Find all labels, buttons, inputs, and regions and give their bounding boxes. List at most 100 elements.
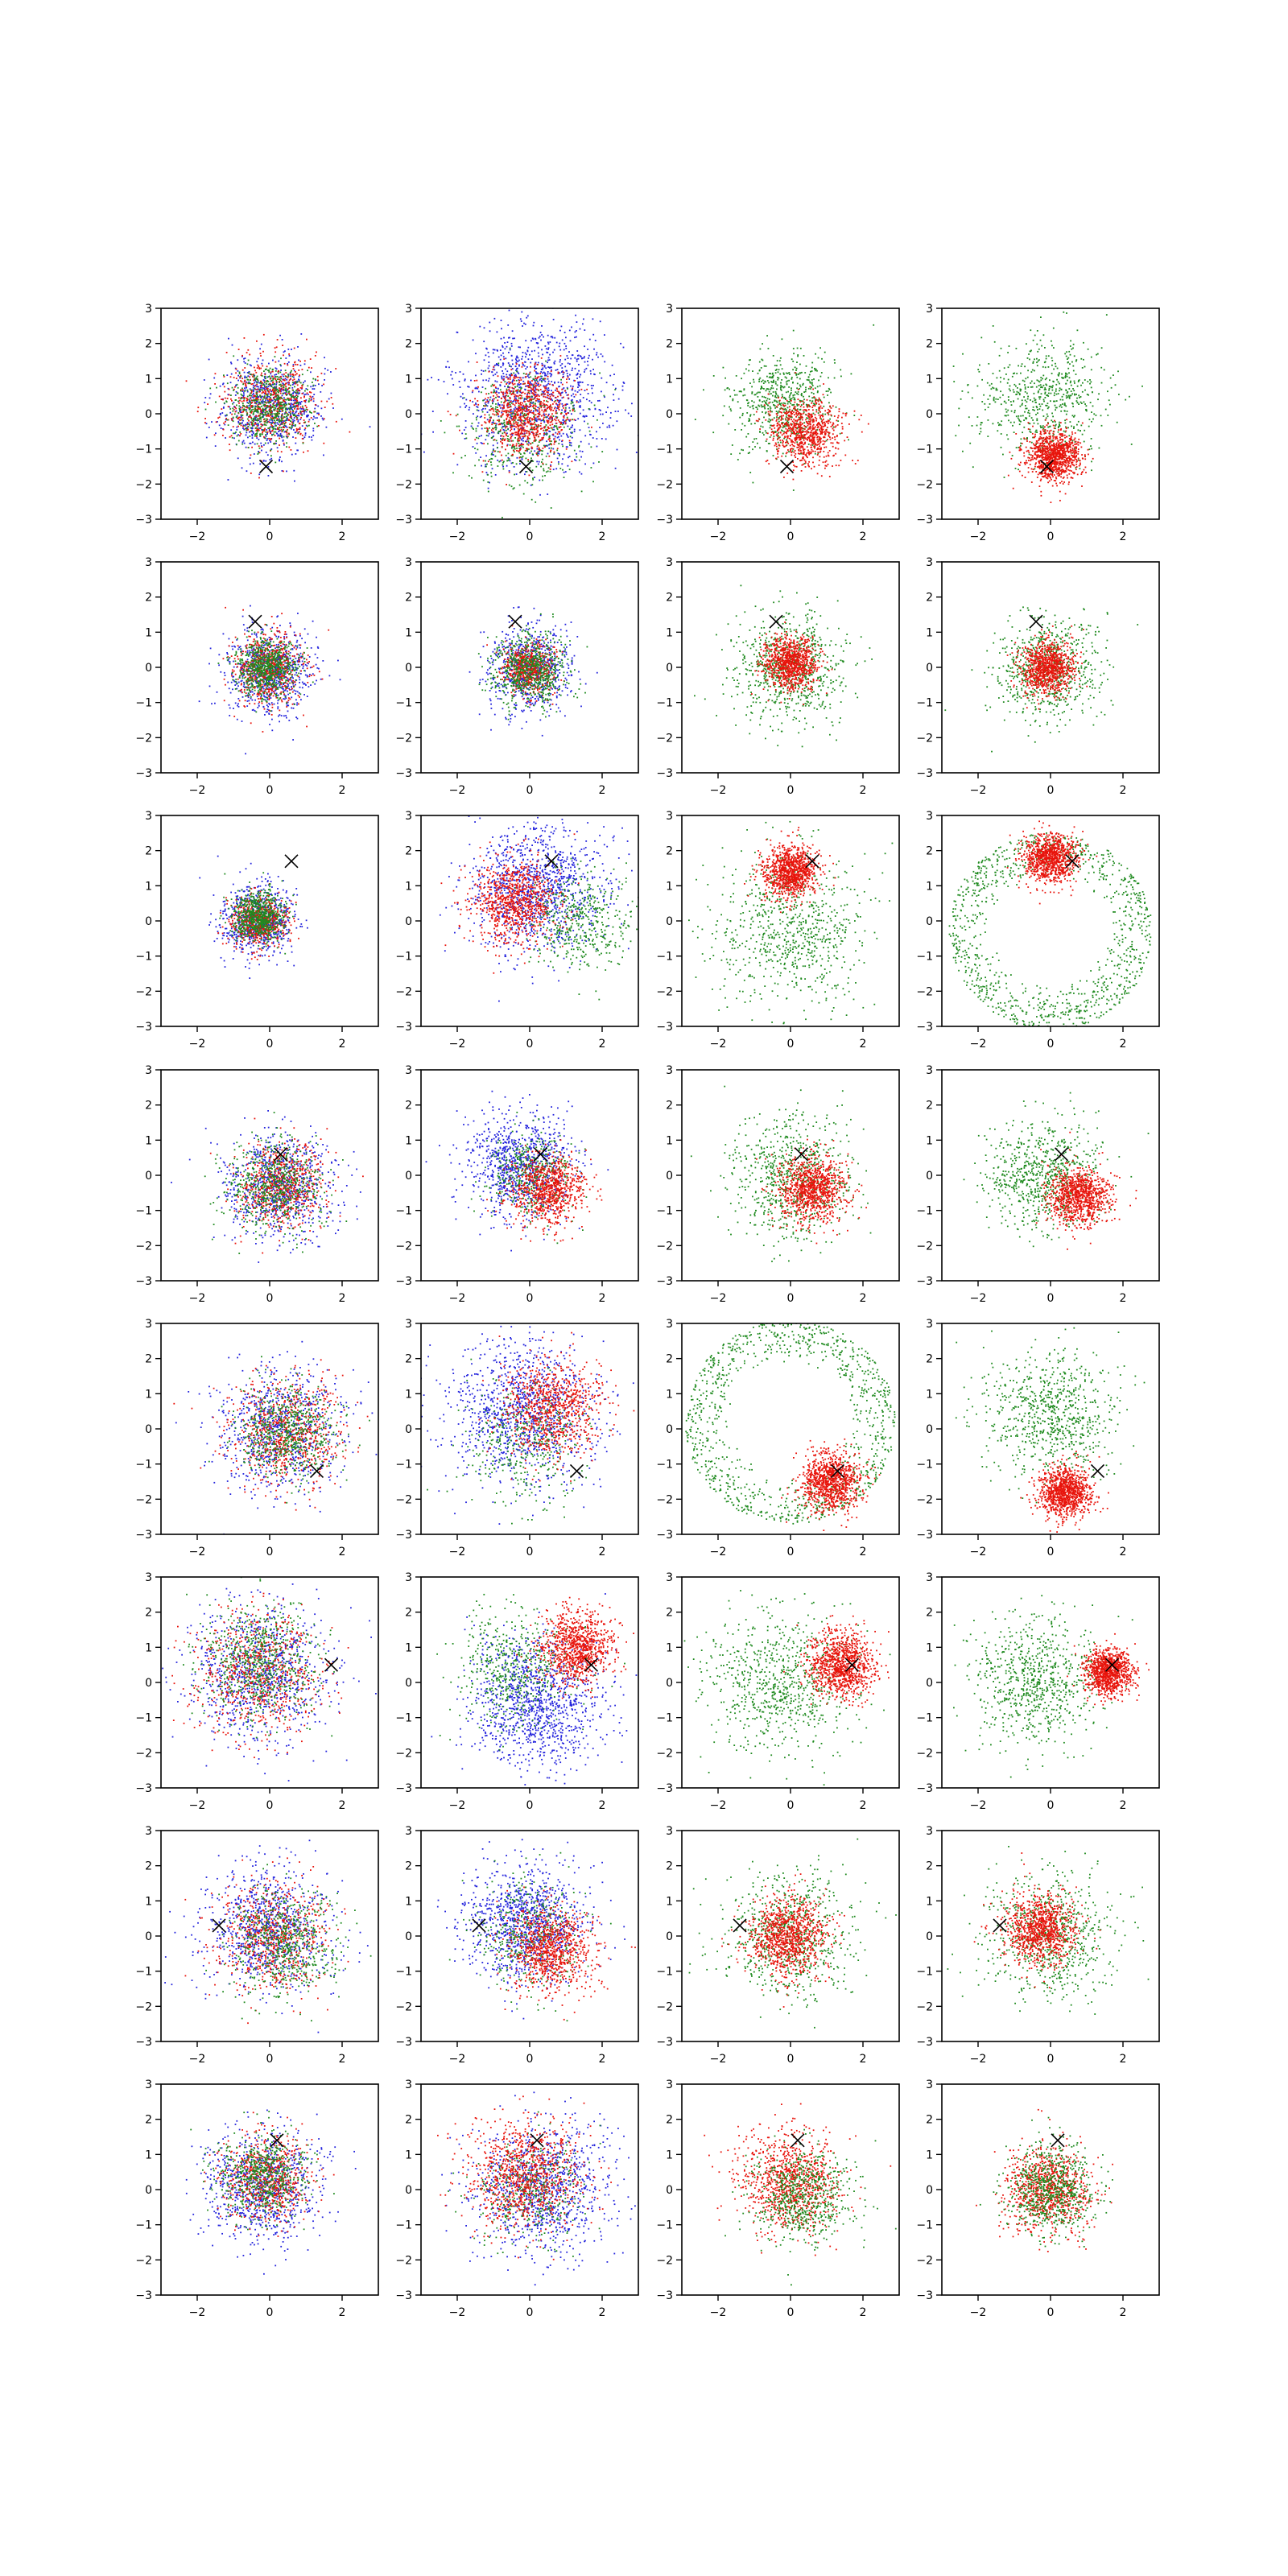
data-point: [506, 370, 508, 372]
data-point: [551, 427, 553, 429]
data-point: [242, 417, 244, 419]
data-point: [561, 326, 563, 328]
data-point: [543, 419, 544, 420]
data-point: [465, 433, 467, 435]
data-point: [510, 414, 511, 415]
data-point: [310, 386, 312, 387]
data-point: [729, 396, 731, 398]
data-point: [524, 434, 526, 436]
data-point: [547, 383, 549, 385]
data-point: [290, 385, 291, 386]
data-point: [770, 427, 771, 429]
data-point: [525, 356, 526, 357]
data-point: [485, 398, 486, 400]
data-point: [561, 410, 563, 411]
data-point: [487, 443, 489, 444]
data-point: [541, 349, 543, 351]
data-point: [254, 444, 256, 445]
data-point: [547, 341, 549, 343]
data-point: [808, 388, 810, 390]
data-point: [501, 376, 502, 378]
data-point: [597, 400, 599, 402]
data-point: [507, 440, 509, 442]
data-point: [242, 427, 244, 429]
data-point: [580, 374, 581, 376]
data-point: [514, 383, 516, 385]
data-point: [769, 421, 770, 423]
data-point: [516, 448, 518, 449]
data-point: [266, 418, 268, 419]
data-point: [223, 429, 225, 431]
data-point: [547, 408, 548, 410]
data-point: [464, 438, 466, 440]
data-point: [607, 407, 609, 408]
data-point: [546, 375, 547, 377]
data-point: [275, 356, 276, 357]
data-point: [543, 417, 545, 419]
data-point: [576, 402, 578, 403]
data-point: [244, 367, 246, 369]
data-point: [297, 417, 299, 419]
data-point: [250, 454, 252, 456]
data-point: [299, 402, 300, 403]
data-point: [464, 397, 465, 398]
data-point: [518, 443, 520, 444]
data-point: [596, 431, 597, 432]
data-point: [522, 423, 523, 425]
data-point: [775, 383, 777, 385]
data-point: [550, 366, 551, 368]
data-point: [299, 390, 300, 391]
data-point: [282, 374, 283, 376]
data-point: [530, 423, 531, 425]
data-point: [544, 381, 546, 382]
data-point: [477, 388, 478, 390]
data-point: [273, 434, 275, 436]
data-point: [564, 477, 565, 478]
data-point: [558, 436, 559, 438]
data-point: [506, 426, 508, 427]
data-point: [538, 347, 539, 349]
data-point: [292, 410, 294, 411]
data-point: [607, 427, 609, 428]
data-point: [296, 373, 298, 374]
data-point: [542, 480, 543, 481]
data-point: [234, 386, 236, 388]
data-point: [297, 364, 299, 365]
data-point: [262, 434, 263, 436]
data-point: [531, 380, 533, 382]
data-point: [786, 439, 787, 440]
data-point: [506, 394, 507, 396]
data-point: [775, 372, 777, 374]
data-point: [610, 417, 612, 419]
data-point: [528, 431, 530, 432]
data-point: [529, 382, 530, 384]
data-point: [815, 409, 817, 411]
data-point: [772, 387, 774, 389]
data-point: [481, 435, 482, 436]
data-point: [291, 407, 292, 409]
data-point: [266, 377, 268, 378]
data-point: [572, 419, 573, 420]
data-point: [539, 407, 540, 409]
data-point: [809, 374, 811, 376]
data-point: [774, 365, 776, 366]
data-point: [262, 396, 263, 398]
data-point: [533, 423, 535, 425]
data-point: [476, 387, 477, 389]
data-point: [813, 393, 815, 394]
data-point: [309, 411, 311, 413]
y-tick-label: 1: [145, 373, 152, 386]
data-point: [481, 374, 482, 375]
data-point: [540, 407, 542, 408]
data-point: [285, 375, 287, 377]
data-point: [543, 411, 545, 413]
data-point: [262, 410, 264, 411]
data-point: [543, 402, 544, 404]
data-point: [518, 383, 519, 385]
data-point: [604, 395, 605, 397]
data-point: [538, 424, 539, 426]
data-point: [510, 426, 512, 427]
data-point: [209, 398, 211, 399]
data-point: [223, 382, 225, 384]
data-point: [279, 389, 281, 390]
